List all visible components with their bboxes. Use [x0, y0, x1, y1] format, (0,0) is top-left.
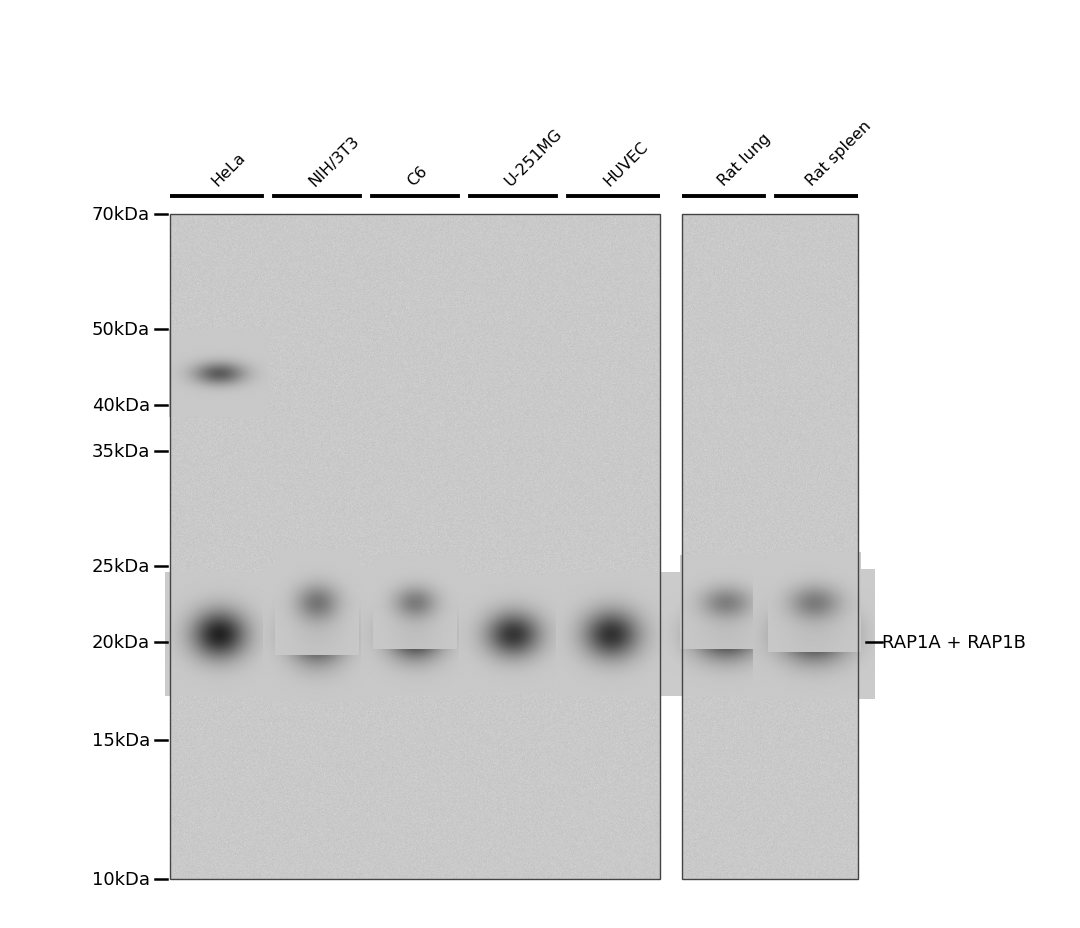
Text: Rat spleen: Rat spleen: [804, 118, 874, 188]
Bar: [681, 214, 858, 879]
Text: 10kDa: 10kDa: [92, 870, 150, 888]
Text: 50kDa: 50kDa: [92, 321, 150, 339]
Text: 70kDa: 70kDa: [92, 206, 150, 224]
Bar: [170, 214, 660, 879]
Text: 15kDa: 15kDa: [92, 731, 150, 750]
Text: 25kDa: 25kDa: [92, 558, 150, 575]
Text: NIH/3T3: NIH/3T3: [307, 133, 363, 188]
Text: Rat lung: Rat lung: [715, 131, 773, 188]
Text: RAP1A + RAP1B: RAP1A + RAP1B: [882, 634, 1026, 651]
Text: U-251MG: U-251MG: [502, 126, 566, 188]
Text: 35kDa: 35kDa: [92, 443, 150, 460]
Text: C6: C6: [404, 163, 430, 188]
Text: HUVEC: HUVEC: [600, 138, 650, 188]
Text: 20kDa: 20kDa: [92, 634, 150, 651]
Text: 40kDa: 40kDa: [92, 397, 150, 415]
Text: HeLa: HeLa: [208, 149, 247, 188]
